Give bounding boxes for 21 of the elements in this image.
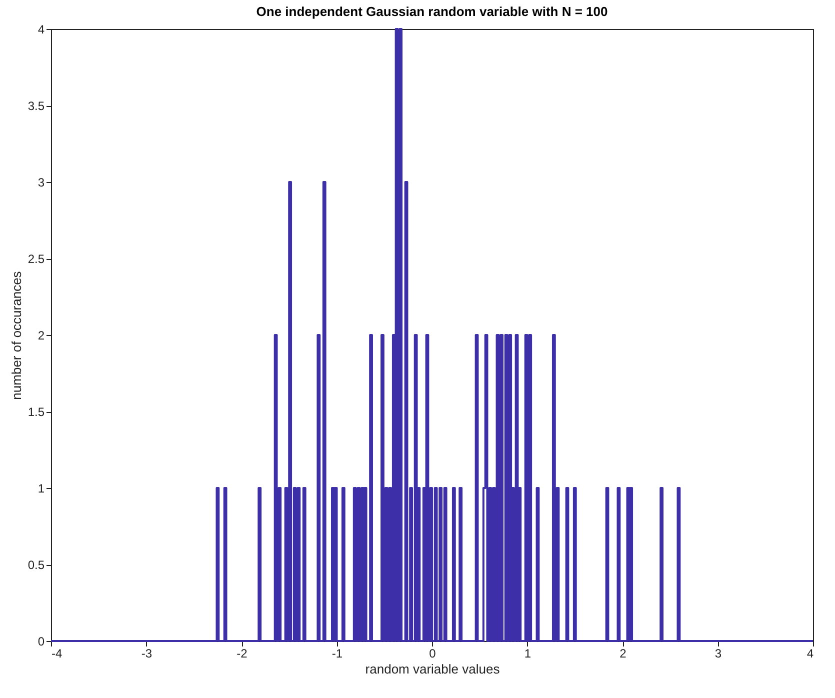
x-tick-label: 3: [714, 646, 722, 660]
y-tick-label: 0: [38, 634, 45, 648]
y-tick-label: 4: [38, 22, 45, 36]
x-tick-label: -1: [332, 646, 343, 660]
x-tick-label: 0: [429, 646, 436, 660]
y-tick-label: 0.5: [28, 558, 45, 572]
y-tick-label: 3.5: [28, 99, 45, 113]
y-tick-label: 1.5: [28, 405, 45, 419]
x-tick-label: 2: [620, 646, 627, 660]
y-tick-label: 2.5: [28, 252, 45, 266]
x-tick-label: -3: [141, 646, 152, 660]
y-tick-label: 3: [38, 176, 45, 190]
x-tick-label: -4: [52, 646, 62, 660]
x-axis-title: random variable values: [365, 662, 500, 676]
x-tick-label: -2: [236, 646, 248, 660]
chart-title: One independent Gaussian random variable with N = 100: [256, 4, 608, 19]
x-tick-label: 1: [524, 646, 532, 660]
y-axis-title: number of occurances: [8, 270, 24, 400]
y-tick-label: 2: [38, 328, 45, 342]
x-tick-label: 4: [806, 646, 814, 660]
y-tick-label: 1: [38, 482, 45, 496]
